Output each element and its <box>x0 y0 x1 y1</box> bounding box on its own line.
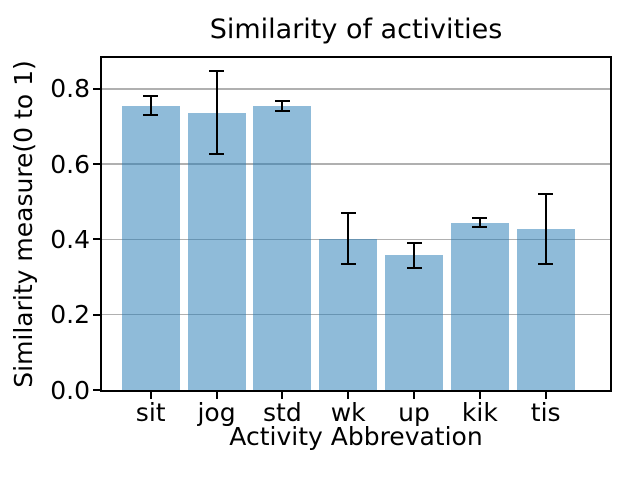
error-bar-line-tis <box>544 194 547 265</box>
x-tick-label-std: std <box>263 398 302 427</box>
x-tick-label-wk: wk <box>330 398 366 427</box>
y-tick-label: 0.4 <box>50 224 90 254</box>
gridline <box>102 88 610 90</box>
x-tick-label-jog: jog <box>197 398 236 427</box>
x-axis-label: Activity Abbrevation <box>229 422 483 451</box>
x-tick-mark <box>413 392 416 399</box>
bar-jog <box>187 112 246 390</box>
error-bar-cap-bottom-jog <box>209 152 225 155</box>
error-bar-line-sit <box>149 96 152 116</box>
error-bar-cap-top-sit <box>143 95 159 98</box>
chart-title: Similarity of activities <box>209 14 503 45</box>
bar-sit <box>121 105 180 390</box>
y-tick-label: 0.6 <box>50 149 90 179</box>
y-tick-mark <box>93 389 100 391</box>
error-bar-line-jog <box>215 71 218 154</box>
x-tick-label-up: up <box>398 398 430 427</box>
y-tick-mark <box>93 163 100 166</box>
x-tick-mark <box>347 392 350 399</box>
x-tick-label-kik: kik <box>461 398 498 427</box>
error-bar-cap-top-std <box>274 99 290 102</box>
error-bar-cap-bottom-std <box>274 109 290 112</box>
x-tick-mark <box>281 392 284 399</box>
y-tick-mark <box>93 238 100 241</box>
error-bar-cap-top-tis <box>538 193 554 196</box>
y-tick-label: 0.8 <box>50 74 90 104</box>
error-bar-cap-bottom-up <box>406 266 422 269</box>
error-bar-line-up <box>413 242 416 268</box>
x-tick-mark <box>215 392 218 399</box>
error-bar-cap-top-jog <box>209 70 225 73</box>
x-tick-mark <box>478 392 481 399</box>
y-tick-label: 0.0 <box>50 375 90 405</box>
error-bar-cap-bottom-sit <box>143 114 159 117</box>
y-tick-mark <box>93 87 100 90</box>
error-bar-cap-bottom-wk <box>340 263 356 266</box>
y-tick-mark <box>93 313 100 316</box>
bar-kik <box>450 222 509 390</box>
error-bar-line-kik <box>478 217 481 228</box>
error-bar-cap-bottom-kik <box>472 226 488 229</box>
error-bar-line-wk <box>347 213 350 265</box>
bar-up <box>385 255 444 390</box>
y-tick-label: 0.2 <box>50 300 90 330</box>
error-bar-line-std <box>281 100 284 111</box>
error-bar-cap-top-up <box>406 241 422 244</box>
bar-std <box>253 105 312 390</box>
plot-area <box>100 56 612 392</box>
x-tick-label-sit: sit <box>135 398 166 427</box>
x-tick-mark <box>149 392 152 399</box>
error-bar-cap-bottom-tis <box>538 263 554 266</box>
x-tick-mark <box>544 392 547 399</box>
x-tick-label-tis: tis <box>530 398 561 427</box>
error-bar-cap-top-wk <box>340 212 356 215</box>
gridline <box>102 163 610 165</box>
error-bar-cap-top-kik <box>472 216 488 219</box>
